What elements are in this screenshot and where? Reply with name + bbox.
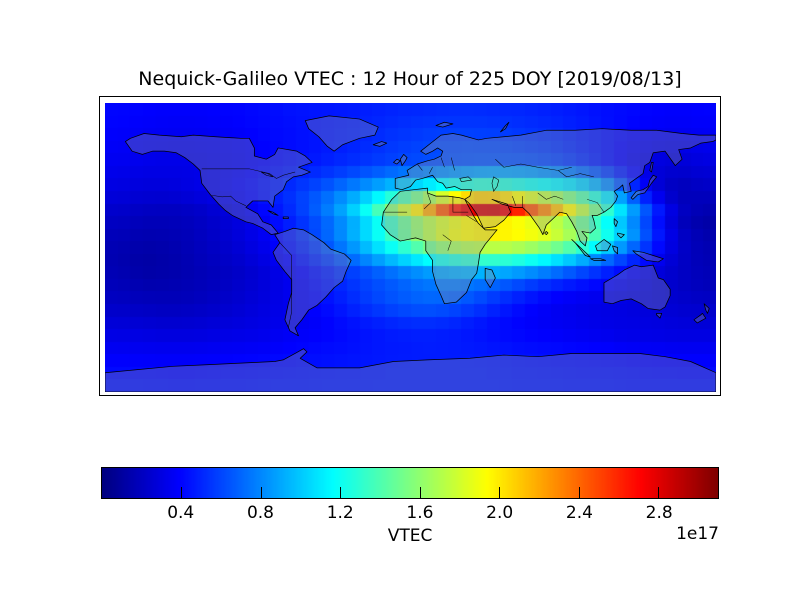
colorbar-tick-label: 0.4 — [167, 503, 195, 523]
colorbar-label: VTEC — [387, 526, 433, 546]
colorbar-tick-label: 1.6 — [406, 503, 434, 523]
luzon-outline — [613, 218, 618, 227]
japan-outline — [630, 174, 657, 200]
colorbar-tick-mark — [658, 487, 660, 498]
colorbar-tick-mark — [340, 487, 342, 498]
colorbar-tick-mark — [578, 487, 580, 498]
novaya-zemlya-outline — [500, 121, 510, 133]
ireland-outline — [393, 158, 401, 165]
south-america-outline — [272, 227, 352, 337]
antarctica-outline — [105, 348, 716, 392]
java-outline — [590, 258, 607, 261]
colorbar-offset-text: 1e17 — [676, 524, 719, 544]
colorbar-tick-label: 2.8 — [645, 503, 673, 523]
colorbar-tick-labels: 0.4 0.8 1.2 1.6 2.0 2.4 2.8 — [101, 503, 719, 525]
svalbard-outline — [435, 121, 454, 128]
north-america-outline — [124, 133, 313, 236]
tasmania-outline — [656, 312, 663, 319]
hispaniola-outline — [282, 216, 289, 219]
britain-outline — [399, 154, 408, 166]
sakhalin-outline — [649, 162, 654, 173]
cuba-outline — [267, 210, 279, 216]
plot-title: Nequick-Galileo VTEC : 12 Hour of 225 DO… — [138, 68, 682, 90]
colorbar-tick-label: 2.4 — [565, 503, 593, 523]
country-borders — [201, 157, 605, 328]
sumatra-outline — [571, 239, 591, 258]
colorbar — [101, 467, 719, 499]
colorbar-tick-mark — [260, 487, 262, 498]
lakes-outline — [260, 171, 500, 193]
greenland-outline — [304, 115, 379, 152]
borneo-outline — [595, 239, 612, 252]
mindanao-outline — [617, 232, 625, 239]
colorbar-tick-label: 1.2 — [326, 503, 354, 523]
colorbar-tick-label: 2.0 — [486, 503, 514, 523]
madagascar-outline — [484, 268, 496, 289]
eurasia-outline — [394, 128, 716, 247]
iceland-outline — [372, 141, 388, 147]
new-zealand-south-outline — [693, 312, 707, 324]
sri-lanka-outline — [544, 231, 549, 236]
colorbar-tick-mark — [181, 487, 183, 498]
vtec-heatmap-canvas — [105, 103, 716, 392]
colorbar-tick-label: 0.8 — [246, 503, 274, 523]
colorbar-gradient — [102, 468, 718, 498]
new-guinea-outline — [632, 250, 664, 263]
colorbar-tick-mark — [419, 487, 421, 498]
sulawesi-outline — [612, 245, 618, 255]
colorbar-tick-mark — [499, 487, 501, 498]
world-coastlines — [105, 115, 716, 392]
australia-outline — [603, 264, 671, 311]
africa-outline — [381, 187, 498, 305]
new-zealand-north-outline — [703, 303, 710, 314]
